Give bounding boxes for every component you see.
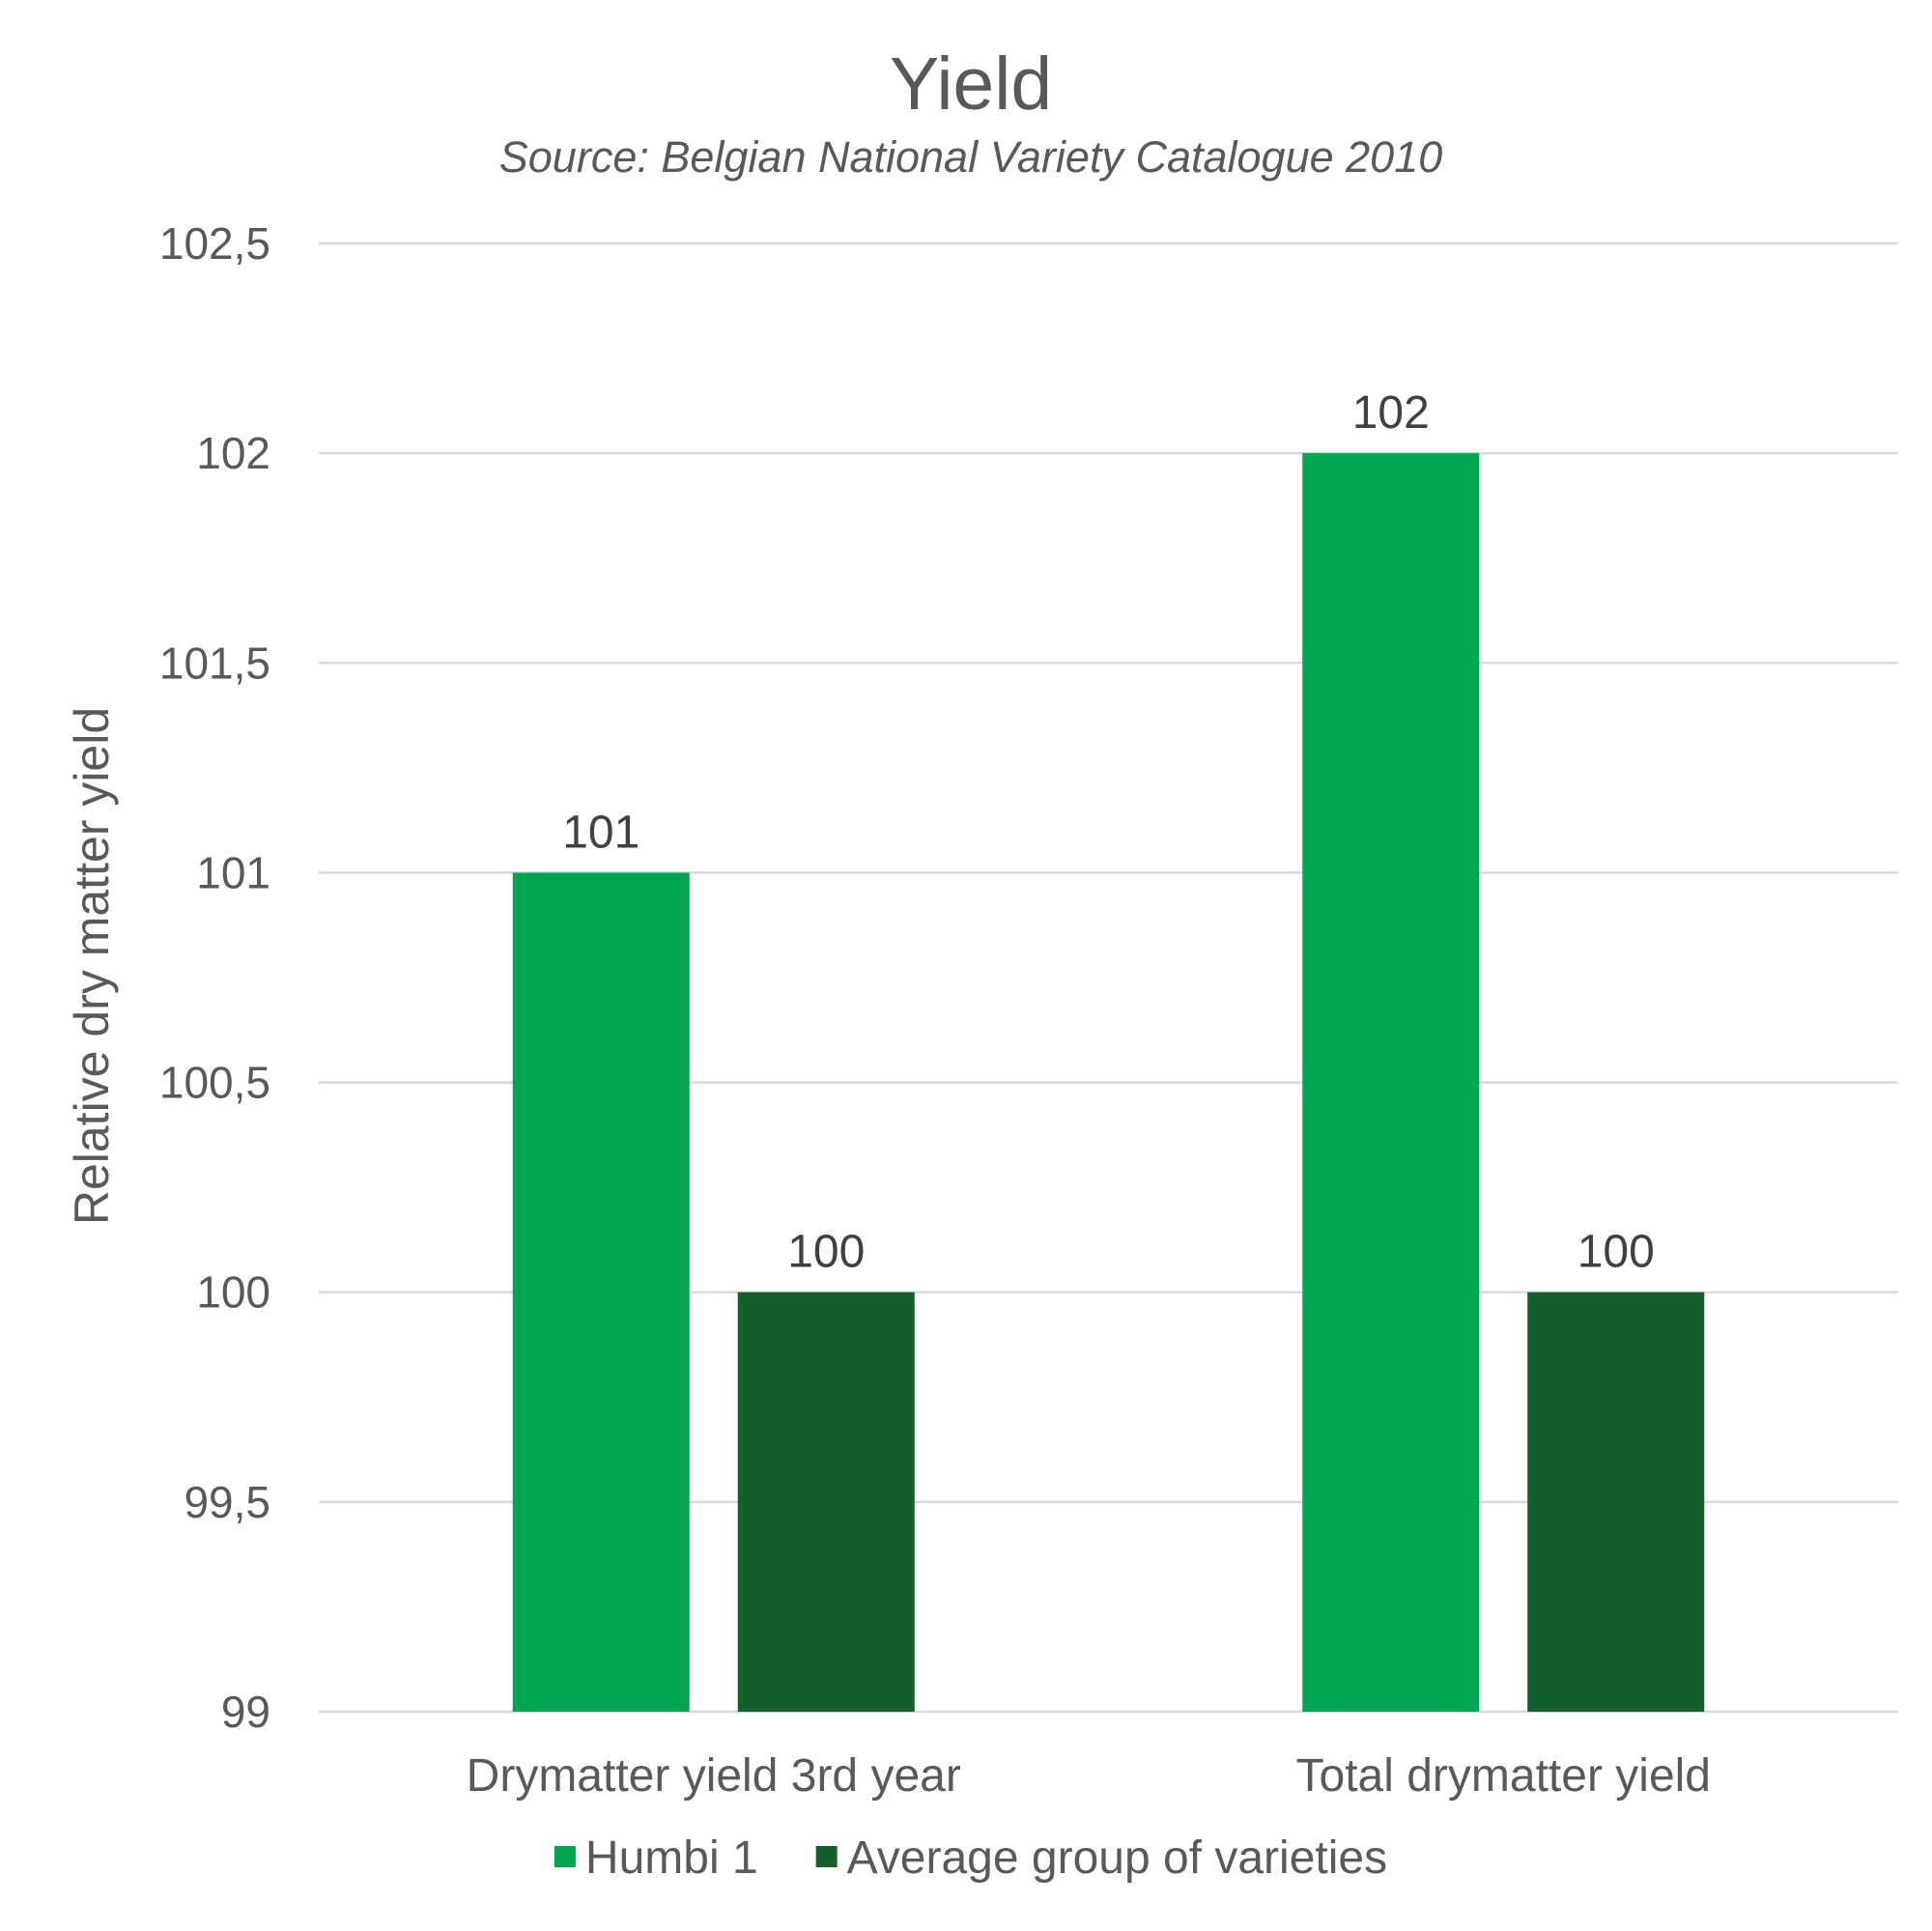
y-tick-label: 100,5 [159, 1058, 270, 1108]
y-tick-label: 102 [196, 428, 270, 478]
data-label: 101 [562, 807, 639, 858]
y-axis-ticks: 99 99,5 100 100,5 101 101,5 102 102,5 [159, 218, 270, 1737]
legend: Humbi 1 Average group of varieties [554, 1832, 1387, 1884]
data-label: 100 [1577, 1227, 1655, 1278]
bar [1527, 1292, 1705, 1712]
bars [512, 453, 1705, 1713]
y-axis-label: Relative dry matter yield [65, 707, 119, 1225]
y-tick-label: 101,5 [159, 638, 270, 688]
bar [1302, 453, 1480, 1713]
y-tick-label: 99,5 [184, 1477, 270, 1527]
data-labels: 101 100 102 100 [562, 387, 1655, 1278]
data-label: 102 [1352, 387, 1430, 439]
y-tick-label: 100 [196, 1267, 270, 1318]
legend-swatch [815, 1846, 838, 1867]
data-label: 100 [787, 1227, 865, 1278]
legend-label: Humbi 1 [585, 1832, 758, 1884]
x-category-label: Drymatter yield 3rd year [467, 1750, 961, 1802]
bar [512, 872, 690, 1712]
x-category-label: Total drymatter yield [1296, 1750, 1712, 1802]
chart-title: Yield [890, 43, 1052, 126]
y-tick-label: 99 [221, 1687, 270, 1737]
legend-swatch [554, 1846, 576, 1867]
legend-label: Average group of varieties [847, 1832, 1387, 1884]
x-axis-categories: Drymatter yield 3rd year Total drymatter … [467, 1750, 1711, 1802]
y-tick-label: 102,5 [159, 218, 270, 269]
y-tick-label: 101 [196, 847, 270, 897]
chart-subtitle: Source: Belgian National Variety Catalog… [499, 132, 1442, 182]
bar [737, 1292, 915, 1712]
